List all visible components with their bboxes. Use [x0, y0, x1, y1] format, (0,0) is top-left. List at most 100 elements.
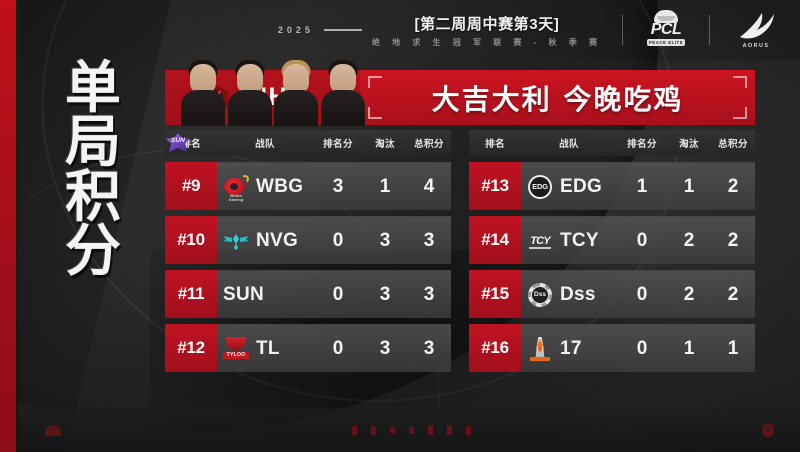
dss-inner-circle [531, 285, 549, 304]
dss-logo-caption: Dss [534, 290, 546, 298]
team-cell: TYLOO TL [217, 336, 313, 362]
vertical-title-char-4: 分 [65, 218, 121, 284]
kills-value: 3 [379, 283, 391, 305]
team-cell: Weibo Gaming WBG [217, 173, 313, 202]
player-head [283, 64, 310, 94]
wbg-logo-caption: Weibo Gaming [228, 193, 244, 202]
table-row[interactable]: #9 Weibo Gaming WBG 3 1 4 [165, 162, 451, 210]
table-row[interactable]: #14 TCY TCY 0 2 2 [469, 216, 755, 264]
column-header-total: 总积分 [718, 139, 748, 150]
table-row[interactable]: #13 EDG EDG 1 1 2 [469, 162, 755, 210]
edg-logo-caption: EDG [532, 181, 548, 191]
player-jersey [227, 90, 272, 126]
bottom-left-watermark-icon [45, 424, 61, 436]
pcl-helmet-shape [654, 10, 678, 23]
player-portrait [227, 54, 273, 126]
table-row[interactable]: #15 Dss Dss 0 2 2 [469, 270, 755, 318]
watermark-mark [447, 425, 452, 435]
tcy-logo-icon: TCY [527, 228, 553, 254]
nvg-wings-glyph [223, 233, 249, 250]
event-title: [第二周周中赛第3天] [414, 15, 560, 33]
total-points-value: 4 [423, 175, 435, 197]
player-portrait [274, 54, 320, 126]
rank-points-value: 0 [636, 229, 648, 251]
standings-tables: 排名 战队 排名分 淘汰 总积分 #9 Weibo Gaming [165, 130, 755, 372]
aorus-falcon-glyph [740, 13, 774, 39]
rank-points-value: 3 [332, 175, 344, 197]
player-jersey [321, 90, 366, 126]
team-cell: NVG [217, 228, 313, 254]
kills-value: 1 [683, 337, 695, 359]
column-header-rank: 排名 [181, 139, 201, 150]
total-points-value: 1 [727, 337, 739, 359]
team17-flame-shape [537, 338, 543, 352]
column-header-kills: 淘汰 [679, 139, 699, 150]
team17-base-bar [530, 356, 550, 361]
rank-points-value: 0 [636, 337, 648, 359]
row-body: TCY TCY 0 2 2 [521, 216, 755, 264]
kills-value: 1 [683, 175, 695, 197]
row-body: Weibo Gaming WBG 3 1 4 [217, 162, 451, 210]
event-subtitle: 绝 地 求 生 冠 军 联 赛 - 秋 季 赛 [371, 37, 602, 47]
team17-logo-icon [527, 336, 553, 362]
watermark-mark [390, 427, 395, 433]
rank-badge: #13 [469, 162, 521, 210]
row-body: SUN SUN 0 3 3 [166, 133, 451, 318]
left-table: 排名 战队 排名分 淘汰 总积分 #9 Weibo Gaming [165, 130, 451, 372]
row-body: Dss Dss 0 2 2 [521, 270, 755, 318]
table-row[interactable]: #16 17 0 1 1 [469, 324, 755, 372]
pcl-subbar: PEACE ELITE LEAGUE [647, 39, 685, 50]
team-cell: Dss Dss [521, 282, 617, 308]
rank-value: #11 [177, 284, 205, 303]
table-row[interactable]: #12 TYLOO TL 0 3 3 [165, 324, 451, 372]
kills-value: 3 [379, 229, 391, 251]
row-body: NVG 0 3 3 [217, 216, 451, 264]
rank-value: #15 [481, 284, 509, 303]
row-body: EDG EDG 1 1 2 [521, 162, 755, 210]
bracket-bottom-left [368, 107, 382, 119]
rank-badge: #12 [165, 324, 217, 372]
sponsor-divider [709, 15, 710, 45]
team-name: 17 [560, 337, 582, 359]
team-name: WBG [256, 175, 304, 197]
team-name: EDG [560, 175, 603, 197]
team-cell: 17 [521, 336, 617, 362]
edg-logo-icon: EDG [527, 174, 553, 200]
left-red-rail [0, 0, 16, 452]
rank-value: #14 [481, 230, 509, 249]
nvg-logo-icon [223, 228, 249, 254]
column-header-rank-points: 排名分 [627, 139, 657, 150]
team-cell: TCY TCY [521, 228, 617, 254]
rank-value: #13 [481, 176, 509, 195]
event-name-group: [第二周周中赛第3天] 绝 地 求 生 冠 军 联 赛 - 秋 季 赛 [372, 13, 602, 48]
vertical-title-char-1: 单 [65, 56, 121, 121]
team-name: SUN [223, 283, 265, 305]
bracket-bottom-right [733, 107, 747, 119]
total-points-value: 3 [423, 229, 435, 251]
table-header-row: 排名 战队 排名分 淘汰 总积分 [469, 130, 755, 156]
rank-badge: #10 [165, 216, 217, 264]
table-row[interactable]: #11 SUN SUN 0 3 3 [165, 133, 451, 318]
bottom-bar [19, 408, 800, 452]
winner-slogan: 大吉大利 今晚吃鸡 [431, 82, 684, 116]
table-row[interactable]: #10 NVG 0 [165, 216, 451, 264]
aorus-wordmark: AORUS [742, 43, 770, 49]
header-divider-line [323, 29, 362, 31]
slogan-block: 大吉大利 今晚吃鸡 [360, 70, 755, 125]
tyloo-logo-caption: TYLOO [226, 351, 246, 358]
kills-value: 3 [379, 337, 391, 359]
rank-points-value: 0 [332, 283, 344, 305]
watermark-mark [466, 425, 471, 435]
total-points-value: 2 [727, 175, 739, 197]
team-name: Dss [560, 283, 596, 305]
aorus-logo-icon: AORUS [730, 10, 782, 50]
wbg-logo-icon: Weibo Gaming [223, 173, 250, 202]
edg-ring-shape [528, 174, 552, 199]
column-header-total: 总积分 [414, 139, 444, 150]
column-header-rank: 排名 [485, 139, 505, 150]
rank-badge: #14 [469, 216, 521, 264]
tcy-underline [529, 247, 551, 249]
rank-points-value: 1 [636, 175, 648, 197]
rank-badge: #15 [469, 270, 521, 318]
